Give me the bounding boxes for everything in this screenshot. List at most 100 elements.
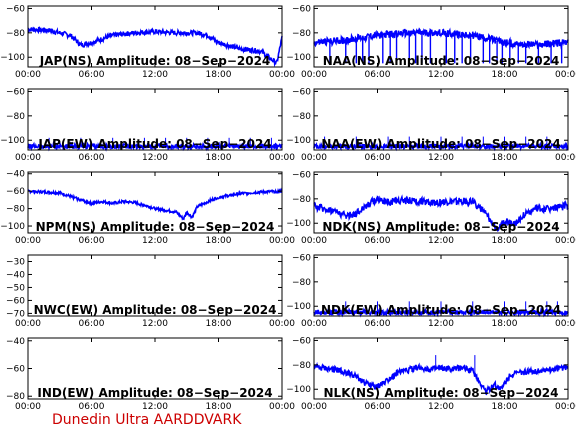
y-tick-label: −40 (6, 270, 25, 280)
series-line (27, 26, 283, 68)
x-tick-label: 00:00 (555, 236, 576, 246)
y-tick-label: −60 (292, 87, 311, 97)
x-tick-label: 12:00 (142, 70, 168, 80)
x-tick-label: 18:00 (206, 402, 232, 412)
panel-title: JAP(NS) Amplitude: 08−Sep−2024 (39, 54, 271, 68)
panel-title: IND(EW) Amplitude: 08−Sep−2024 (37, 386, 272, 400)
x-tick-label: 12:00 (428, 319, 454, 329)
x-tick-label: 18:00 (492, 153, 518, 163)
x-tick-label: 06:00 (79, 153, 105, 163)
x-tick-label: 06:00 (365, 402, 391, 412)
y-tick-label: −30 (6, 257, 25, 267)
chart-panel: −100 −80 −60 −40 00:00 06:00 12:00 18:00 00:00 NP… (0, 170, 295, 246)
y-tick-label: −80 (292, 361, 311, 371)
y-tick-label: −40 (6, 170, 25, 180)
x-tick-label: 12:00 (142, 236, 168, 246)
y-tick-label: −80 (6, 29, 25, 39)
x-tick-label: 00:00 (15, 402, 41, 412)
x-tick-label: 12:00 (428, 70, 454, 80)
y-tick-label: −100 (286, 219, 311, 229)
chart-panel: −100 −80 −60 00:00 06:00 12:00 18:00 00:00 NAA(E… (286, 87, 576, 163)
x-tick-label: 18:00 (206, 236, 232, 246)
x-tick-label: 18:00 (492, 319, 518, 329)
x-tick-label: 18:00 (492, 236, 518, 246)
x-tick-label: 00:00 (269, 70, 295, 80)
series-line (313, 361, 569, 396)
x-tick-label: 06:00 (79, 319, 105, 329)
x-tick-label: 00:00 (15, 153, 41, 163)
y-tick-label: −80 (292, 29, 311, 39)
x-tick-label: 18:00 (206, 319, 232, 329)
y-tick-label: −60 (292, 170, 311, 180)
x-tick-label: 00:00 (15, 236, 41, 246)
footer-label: Dunedin Ultra AARDDVARK (52, 412, 242, 428)
panel-title: NPM(NS) Amplitude: 08−Sep−2024 (36, 220, 275, 234)
chart-panel: −70 −60 −50 −40 −30 00:00 06:00 12:00 18:00 00:00… (6, 254, 295, 329)
x-tick-label: 12:00 (142, 153, 168, 163)
y-tick-label: −100 (0, 222, 25, 232)
x-tick-label: 00:00 (301, 153, 327, 163)
x-tick-label: 12:00 (142, 402, 168, 412)
panel-title: NWC(EW) Amplitude: 08−Sep−2024 (34, 303, 277, 317)
x-tick-label: 12:00 (428, 236, 454, 246)
y-tick-label: −50 (6, 283, 25, 293)
x-tick-label: 00:00 (269, 236, 295, 246)
x-tick-label: 00:00 (301, 402, 327, 412)
x-tick-label: 18:00 (492, 70, 518, 80)
y-tick-label: −80 (292, 112, 311, 122)
x-tick-label: 06:00 (365, 153, 391, 163)
chart-panel: −100 −80 −60 00:00 06:00 12:00 18:00 00:00 NAA(N… (286, 4, 576, 80)
x-tick-label: 06:00 (365, 236, 391, 246)
x-tick-label: 00:00 (301, 236, 327, 246)
y-tick-label: −40 (6, 337, 25, 347)
chart-panel: −100 −80 −60 00:00 06:00 12:00 18:00 00:00 NLK(N… (286, 336, 576, 412)
y-tick-label: −80 (292, 195, 311, 205)
x-tick-label: 00:00 (15, 70, 41, 80)
x-tick-label: 00:00 (269, 319, 295, 329)
series-line (313, 194, 569, 232)
x-tick-label: 00:00 (301, 70, 327, 80)
x-tick-label: 18:00 (206, 153, 232, 163)
x-tick-label: 00:00 (269, 153, 295, 163)
series-line (313, 27, 569, 50)
y-tick-label: −80 (6, 112, 25, 122)
y-tick-label: −100 (286, 385, 311, 395)
y-tick-label: −60 (6, 296, 25, 306)
y-tick-label: −60 (6, 87, 25, 97)
chart-panel: −100 −80 −60 00:00 06:00 12:00 18:00 00:00 NDK(E… (286, 253, 576, 329)
x-tick-label: 12:00 (428, 402, 454, 412)
panel-title: NDK(EW) Amplitude: 08−Sep−2024 (321, 303, 561, 317)
x-tick-label: 12:00 (142, 319, 168, 329)
panel-title: NAA(NS) Amplitude: 08−Sep−2024 (323, 54, 560, 68)
x-tick-label: 18:00 (206, 70, 232, 80)
y-tick-label: −80 (6, 392, 25, 402)
y-tick-label: −100 (286, 53, 311, 63)
y-tick-label: −60 (292, 336, 311, 346)
series-line (27, 187, 283, 221)
x-tick-label: 12:00 (428, 153, 454, 163)
x-tick-label: 00:00 (555, 153, 576, 163)
x-tick-label: 00:00 (269, 402, 295, 412)
x-tick-label: 18:00 (492, 402, 518, 412)
y-tick-label: −100 (286, 302, 311, 312)
x-tick-label: 06:00 (79, 402, 105, 412)
panel-title: JAP(EW) Amplitude: 08−Sep−2024 (37, 137, 271, 151)
y-tick-label: −100 (0, 53, 25, 63)
x-tick-label: 00:00 (555, 319, 576, 329)
y-tick-label: −100 (286, 136, 311, 146)
panel-title: NLK(NS) Amplitude: 08−Sep−2024 (324, 386, 559, 400)
chart-panel: −100 −80 −60 00:00 06:00 12:00 18:00 00:00 JAP(N… (0, 4, 295, 80)
panel-title: NDK(NS) Amplitude: 08−Sep−2024 (322, 220, 559, 234)
x-tick-label: 06:00 (79, 236, 105, 246)
y-tick-label: −60 (292, 253, 311, 263)
y-tick-label: −100 (0, 136, 25, 146)
panel-title: NAA(EW) Amplitude: 08−Sep−2024 (321, 137, 560, 151)
y-tick-label: −60 (6, 187, 25, 197)
x-tick-label: 00:00 (555, 402, 576, 412)
x-tick-label: 06:00 (79, 70, 105, 80)
chart-panel: −100 −80 −60 00:00 06:00 12:00 18:00 00:00 JAP(E… (0, 87, 295, 163)
x-tick-label: 00:00 (301, 319, 327, 329)
y-tick-label: −80 (6, 205, 25, 215)
chart-panel: −80 −60 −40 00:00 06:00 12:00 18:00 00:00 IND(EW… (6, 337, 295, 412)
